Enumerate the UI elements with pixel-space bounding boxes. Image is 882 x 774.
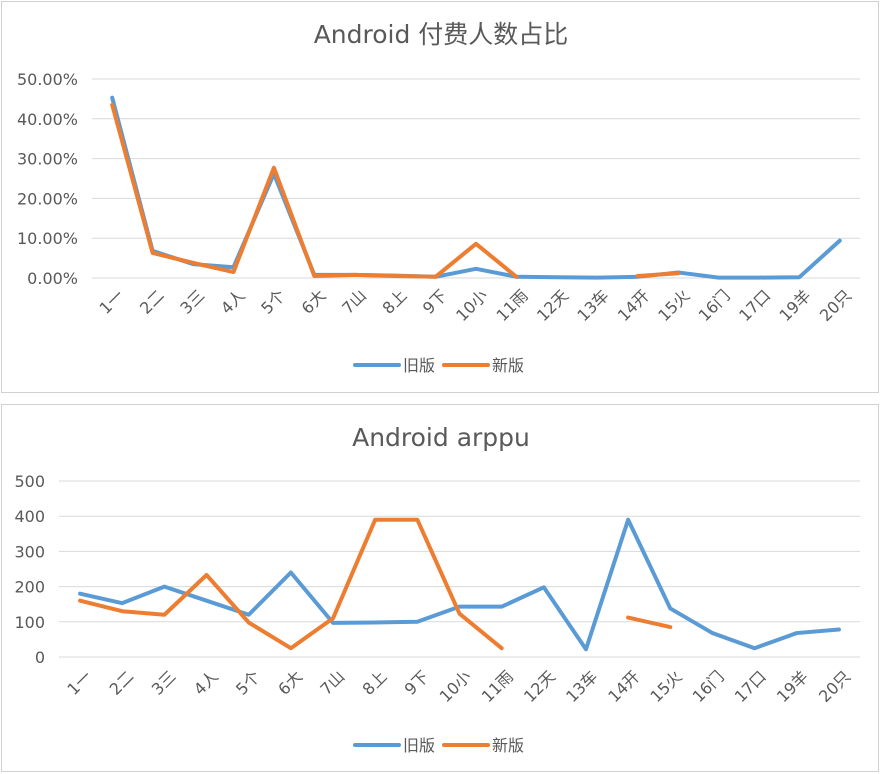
x-tick-label: 11雨: [493, 286, 532, 325]
series-line: [78, 517, 841, 652]
chart-svg-arppu: Android arppu 0 100 200 300 400 500 1一 2二 3三 4人 5个 6…: [14, 423, 860, 755]
x-axis-ticks: 1一 2二 3三 4人 5个 6大 7山 8上 9下 10小 11雨 12天 13车 14开 15火 16门 1…: [96, 286, 856, 325]
y-axis-ticks: 0.00% 10.00% 20.00% 30.00% 40.00% 50.00%: [17, 70, 78, 288]
x-tick-label: 3三: [176, 286, 208, 318]
legend-label: 新版: [492, 356, 524, 375]
series-old: [110, 95, 842, 280]
x-tick-label: 12天: [533, 286, 572, 325]
y-tick-label: 100: [14, 613, 45, 632]
x-tick-label: 7山: [316, 667, 348, 699]
legend: 旧版 新版: [353, 356, 524, 375]
chart-panel-paid-ratio: Android 付费人数占比 0.00% 10.00% 20.00% 30.00% 40.…: [1, 1, 879, 393]
legend-label: 旧版: [403, 736, 435, 755]
chart-title: Android 付费人数占比: [314, 20, 569, 49]
chart-title: Android arppu: [352, 423, 530, 452]
y-tick-label: 400: [14, 507, 45, 526]
x-tick-label: 2二: [136, 286, 168, 318]
legend-item: 新版: [442, 736, 524, 755]
x-tick-label: 12天: [520, 667, 559, 706]
x-tick-label: 15火: [646, 667, 685, 706]
gridlines: [59, 480, 860, 658]
x-axis-ticks: 1一 2二 3三 4人 5个 6大 7山 8上 9下 10小 11雨 12天 13车 14开 15火 16门 1…: [63, 667, 854, 706]
x-tick-label: 1一: [63, 667, 95, 699]
x-tick-label: 13车: [562, 667, 601, 706]
x-tick-label: 1一: [96, 286, 128, 318]
legend: 旧版 新版: [353, 736, 524, 755]
y-axis-ticks: 0 100 200 300 400 500: [14, 472, 45, 667]
x-tick-label: 4人: [190, 667, 222, 699]
x-tick-label: 8上: [359, 667, 391, 699]
x-tick-label: 5个: [232, 667, 264, 699]
chart-svg-paid-ratio: Android 付费人数占比 0.00% 10.00% 20.00% 30.00% 40.…: [17, 20, 860, 375]
y-tick-label: 50.00%: [17, 70, 78, 89]
series-new: [110, 102, 681, 279]
y-tick-label: 0.00%: [27, 269, 78, 288]
x-tick-label: 17口: [731, 667, 770, 706]
y-tick-label: 40.00%: [17, 110, 78, 129]
x-tick-label: 9下: [401, 667, 433, 699]
x-tick-label: 13车: [573, 286, 612, 325]
x-tick-label: 17口: [735, 286, 774, 325]
x-tick-label: 11雨: [478, 667, 517, 706]
x-tick-label: 3三: [148, 667, 180, 699]
y-tick-label: 500: [14, 472, 45, 491]
x-tick-label: 15火: [654, 286, 693, 325]
series-line: [110, 95, 842, 280]
x-tick-label: 5个: [257, 286, 289, 318]
y-tick-label: 20.00%: [17, 189, 78, 208]
y-tick-label: 300: [14, 542, 45, 561]
series-line: [78, 517, 504, 651]
x-tick-label: 9下: [419, 286, 451, 318]
legend-item: 旧版: [353, 356, 435, 375]
x-tick-label: 20只: [815, 667, 854, 706]
y-tick-label: 10.00%: [17, 229, 78, 248]
x-tick-label: 10小: [436, 667, 475, 706]
legend-item: 新版: [442, 356, 524, 375]
y-tick-label: 0: [35, 648, 45, 667]
x-tick-label: 20只: [816, 286, 855, 325]
x-tick-label: 19羊: [773, 667, 812, 706]
x-tick-label: 4人: [217, 286, 249, 318]
x-tick-label: 14开: [614, 286, 653, 325]
series-line: [110, 102, 519, 279]
x-tick-label: 16门: [695, 286, 734, 325]
x-tick-label: 19羊: [776, 286, 815, 325]
x-tick-label: 6大: [298, 286, 330, 318]
series-line: [626, 615, 673, 630]
x-tick-label: 16门: [689, 667, 728, 706]
series-new: [78, 517, 673, 651]
x-tick-label: 7山: [338, 286, 370, 318]
legend-label: 旧版: [403, 356, 435, 375]
y-tick-label: 200: [14, 578, 45, 597]
gridlines: [92, 78, 860, 279]
legend-item: 旧版: [353, 736, 435, 755]
chart-panel-arppu: Android arppu 0 100 200 300 400 500 1一 2二 3三 4人 5个 6…: [1, 404, 879, 772]
legend-label: 新版: [492, 736, 524, 755]
x-tick-label: 6大: [274, 667, 306, 699]
x-tick-label: 8上: [379, 286, 411, 318]
series-line: [635, 271, 681, 279]
series-old: [78, 517, 841, 652]
x-tick-label: 2二: [106, 667, 138, 699]
x-tick-label: 14开: [604, 667, 643, 706]
x-tick-label: 10小: [452, 286, 491, 325]
y-tick-label: 30.00%: [17, 150, 78, 169]
